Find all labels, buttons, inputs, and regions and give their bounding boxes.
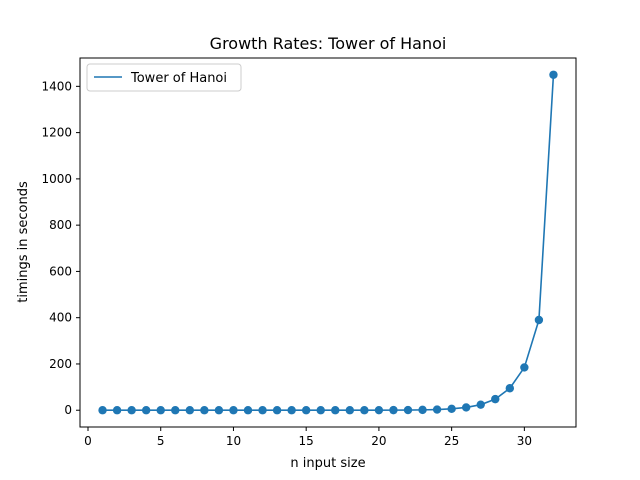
y-tick-label: 800 — [49, 218, 72, 232]
data-point — [171, 406, 180, 415]
data-point — [331, 406, 340, 415]
plot-area: 0 5 10 15 20 25 30 0 200 400 600 800 1000 1200 1400 — [41, 57, 577, 448]
legend-label: Tower of Hanoi — [130, 71, 227, 86]
legend-box — [86, 63, 242, 92]
data-point — [112, 406, 122, 415]
legend: Tower of Hanoi — [86, 63, 242, 92]
x-axis: 0 5 10 15 20 25 30 — [84, 427, 532, 448]
data-point — [461, 403, 471, 412]
data-point — [141, 406, 151, 415]
data-point — [316, 406, 325, 415]
y-tick-label: 400 — [49, 311, 72, 325]
y-tick-label: 200 — [49, 357, 72, 371]
chart-title: Growth Rates: Tower of Hanoi — [210, 34, 447, 53]
data-point — [272, 406, 282, 415]
data-point — [432, 405, 442, 414]
data-point — [287, 406, 296, 415]
x-tick-label: 25 — [444, 434, 459, 448]
y-axis-label: timings in seconds — [16, 181, 31, 303]
data-point — [360, 406, 369, 415]
data-point — [243, 406, 253, 415]
data-point — [214, 406, 224, 415]
y-tick-label: 1000 — [41, 172, 72, 186]
y-tick-label: 1400 — [41, 79, 72, 93]
y-axis: 0 200 400 600 800 1000 1200 1400 — [41, 79, 80, 417]
x-tick-label: 30 — [517, 434, 532, 448]
data-point — [549, 70, 558, 79]
data-point — [476, 400, 485, 409]
data-point — [389, 405, 398, 415]
x-tick-label: 5 — [157, 434, 165, 448]
y-tick-label: 1200 — [41, 126, 72, 140]
data-point — [520, 363, 529, 372]
data-point — [98, 406, 107, 415]
x-tick-label: 0 — [84, 434, 92, 448]
data-point — [418, 405, 427, 415]
data-point — [403, 405, 413, 415]
data-point — [534, 315, 544, 325]
data-point — [127, 406, 136, 415]
data-point — [374, 405, 384, 415]
x-tick-label: 15 — [299, 434, 314, 448]
data-point — [345, 406, 355, 415]
plot-frame — [79, 57, 577, 428]
series-layer — [98, 70, 558, 415]
x-tick-label: 20 — [371, 434, 386, 448]
data-point — [200, 406, 209, 415]
data-point — [447, 404, 456, 414]
data-point — [258, 406, 267, 415]
y-tick-label: 0 — [64, 403, 72, 417]
y-tick-label: 600 — [49, 264, 72, 278]
data-point — [505, 384, 515, 393]
x-tick-label: 10 — [226, 434, 241, 448]
data-point — [301, 406, 311, 415]
x-axis-label: n input size — [290, 456, 365, 471]
data-point — [185, 406, 195, 415]
data-point — [491, 394, 500, 404]
data-point — [156, 406, 165, 415]
data-point — [229, 406, 238, 415]
